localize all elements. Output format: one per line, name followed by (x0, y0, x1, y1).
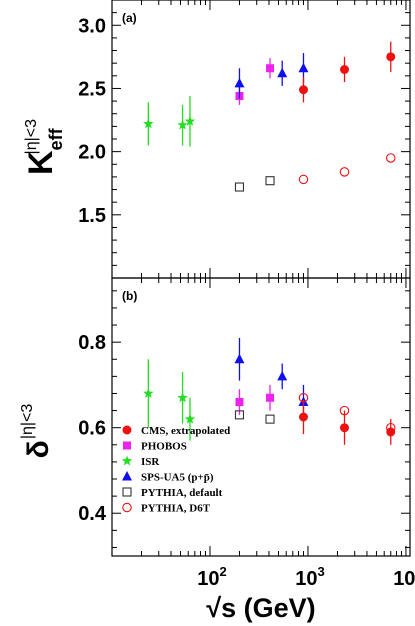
y-label-main: K (22, 150, 60, 175)
y-axis-label: δ|η|<3 (19, 404, 55, 459)
data-point (298, 412, 308, 422)
legend-marker (123, 441, 131, 450)
y-label-subscript: eff (46, 127, 66, 150)
data-point (143, 387, 154, 398)
x-tick-base: 10 (295, 568, 317, 590)
data-point (339, 405, 350, 416)
data-point (298, 174, 309, 185)
data-point (234, 182, 245, 192)
data-point (339, 167, 350, 177)
series-cms-extrapolated (298, 399, 396, 445)
legend-marker (122, 425, 132, 435)
data-point (340, 423, 350, 433)
series-sps-ua5 (234, 53, 309, 99)
series-pythia-default (234, 176, 275, 192)
x-axis-label: √s (GeV) (206, 593, 315, 623)
y-tick-label: 2.0 (78, 142, 106, 164)
panel-frame (111, 277, 411, 557)
data-point (184, 413, 196, 424)
legend-label: PYTHIA, default (141, 487, 223, 499)
legend-label: PHOBOS (141, 441, 187, 453)
legend-label: CMS, extrapolated (141, 425, 230, 437)
y-label-superscript: |η|<3 (19, 404, 36, 440)
series-cms-extrapolated (298, 41, 396, 103)
data-point (265, 414, 275, 424)
legend-marker (122, 471, 132, 481)
legend-label: PYTHIA, D6T (141, 503, 211, 515)
y-tick-label: 0.6 (78, 418, 106, 440)
y-tick-label: 3.0 (78, 15, 106, 37)
data-point (234, 353, 245, 364)
series-sps-ua5 (234, 337, 309, 420)
data-point (386, 422, 396, 433)
panel-frame (111, 0, 411, 279)
y-tick-label: 0.4 (78, 503, 107, 525)
x-tick-exponent: 2 (219, 564, 226, 579)
legend: CMS, extrapolated PHOBOS ISR SPS-UA5 (p+p̄)… (121, 425, 230, 515)
data-point (298, 393, 309, 403)
data-point (177, 119, 188, 130)
data-point (234, 410, 245, 420)
series-isr (143, 96, 196, 147)
y-axis-label: Keff |η|<3 (22, 119, 66, 175)
legend-marker (122, 487, 132, 497)
data-point (143, 118, 154, 129)
series-isr (143, 359, 196, 441)
x-tick-label: 102 (197, 564, 226, 590)
data-point (266, 64, 275, 73)
x-tick-label: 104 (393, 564, 415, 590)
data-point (386, 153, 396, 163)
panel-tag: (a) (122, 11, 137, 25)
data-point (235, 398, 244, 407)
data-point (265, 176, 275, 186)
x-tick-exponent: 3 (317, 564, 324, 579)
data-point (234, 77, 245, 88)
y-tick-label: 0.8 (78, 332, 106, 354)
legend-label: ISR (141, 456, 160, 468)
legend-marker (121, 455, 133, 466)
series-pythia-default (234, 410, 275, 424)
series-pythia-d6t (298, 393, 396, 433)
data-point (177, 392, 188, 403)
x-tick-base: 10 (393, 568, 415, 590)
x-tick-base: 10 (197, 568, 219, 590)
data-point (298, 62, 309, 73)
data-point (277, 370, 288, 381)
y-label-main: δ (22, 440, 55, 458)
y-label-superscript: |η|<3 (23, 119, 40, 155)
series-pythia-d6t (298, 153, 396, 185)
panel-tag: (b) (122, 289, 137, 303)
legend-marker (122, 502, 132, 513)
y-tick-label: 1.5 (78, 205, 106, 227)
data-point (298, 85, 308, 95)
y-tick-label: 2.5 (78, 78, 106, 100)
data-point (386, 52, 396, 62)
data-point (184, 115, 196, 126)
data-point (266, 393, 275, 402)
data-point (340, 65, 350, 74)
panel-b: (b) 0.8 0.6 0.4 δ|η|<3 (19, 277, 411, 557)
panel-a: (a) 3.0 2.5 2.0 1.5 Keff |η|<3 (22, 0, 411, 279)
data-point (277, 67, 288, 78)
legend-label: SPS-UA5 (p+p̄) (141, 472, 214, 484)
x-tick-label: 103 (295, 564, 324, 590)
